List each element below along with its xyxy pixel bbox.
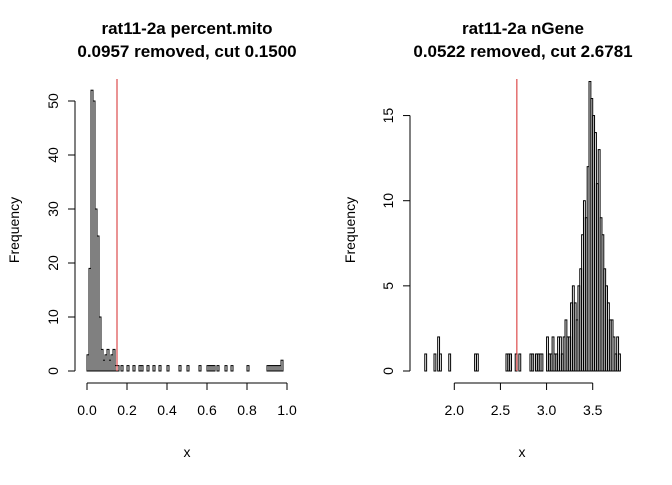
histogram-bar bbox=[166, 365, 170, 372]
y-axis: 0 5 10 15 bbox=[380, 108, 411, 375]
x-tick-label: 3.0 bbox=[537, 402, 557, 418]
y-axis-label: Frequency bbox=[6, 197, 22, 263]
x-tick-label: 0.4 bbox=[157, 402, 177, 418]
histogram-bar bbox=[475, 353, 479, 372]
histogram-bar bbox=[132, 365, 136, 372]
chart-title: rat11-2a percent.mito bbox=[101, 19, 272, 38]
histogram-bar bbox=[433, 353, 437, 372]
histogram-bar bbox=[509, 353, 513, 372]
x-axis-label: x bbox=[184, 444, 191, 460]
histogram-bar bbox=[531, 353, 535, 372]
histogram-bar bbox=[186, 365, 190, 372]
histogram-bar bbox=[230, 365, 234, 372]
x-tick-label: 0.2 bbox=[117, 402, 137, 418]
x-tick-label: 1.0 bbox=[277, 402, 297, 418]
histogram-bar bbox=[98, 316, 102, 372]
chart-subtitle: 0.0957 removed, cut 0.1500 bbox=[77, 42, 296, 61]
y-tick-label: 20 bbox=[45, 255, 61, 271]
histogram-bar bbox=[540, 353, 544, 372]
x-tick-label: 0.6 bbox=[197, 402, 217, 418]
histogram-bar bbox=[158, 365, 162, 372]
x-axis: 0.0 0.2 0.4 0.6 0.8 1.0 bbox=[77, 382, 297, 418]
histogram-bar bbox=[152, 365, 156, 372]
histogram-panel-percent-mito: rat11-2a percent.mito 0.0957 removed, cu… bbox=[6, 19, 297, 460]
y-tick-label: 5 bbox=[380, 282, 396, 290]
x-tick-label: 0.0 bbox=[77, 402, 97, 418]
y-tick-label: 10 bbox=[45, 309, 61, 325]
x-axis: 2.0 2.5 3.0 3.5 bbox=[445, 382, 603, 418]
chart-title: rat11-2a nGene bbox=[462, 19, 584, 38]
histogram-bar bbox=[246, 365, 250, 372]
histogram-bar bbox=[212, 365, 216, 372]
histogram-bar bbox=[618, 353, 621, 372]
histogram-bar bbox=[224, 365, 228, 372]
histogram-bars bbox=[86, 89, 284, 372]
y-tick-label: 30 bbox=[45, 201, 61, 217]
histogram-bar bbox=[198, 365, 202, 372]
histogram-bars bbox=[424, 81, 621, 372]
histogram-bar bbox=[280, 359, 284, 372]
histogram-bar bbox=[448, 353, 452, 372]
histogram-bar bbox=[439, 353, 442, 372]
histogram-bar bbox=[216, 365, 220, 372]
histogram-bar bbox=[120, 365, 124, 372]
x-tick-label: 2.5 bbox=[491, 402, 511, 418]
y-axis-label: Frequency bbox=[342, 197, 358, 263]
x-tick-label: 3.5 bbox=[583, 402, 603, 418]
histogram-bar bbox=[96, 235, 100, 372]
chart-subtitle: 0.0522 removed, cut 2.6781 bbox=[413, 42, 632, 61]
histogram-bar bbox=[140, 365, 144, 372]
histogram-bar bbox=[112, 348, 116, 372]
histogram-panel-ngene: rat11-2a nGene 0.0522 removed, cut 2.678… bbox=[342, 19, 633, 460]
y-tick-label: 40 bbox=[45, 147, 61, 163]
y-tick-label: 15 bbox=[380, 108, 396, 124]
histogram-bar bbox=[424, 353, 428, 372]
y-tick-label: 10 bbox=[380, 193, 396, 209]
x-axis-label: x bbox=[519, 444, 526, 460]
y-axis: 0 10 20 30 40 50 bbox=[45, 93, 76, 375]
histogram-bar bbox=[146, 365, 150, 372]
histogram-bar bbox=[126, 365, 130, 372]
histogram-bar bbox=[518, 353, 522, 372]
y-tick-label: 50 bbox=[45, 93, 61, 109]
y-tick-label: 0 bbox=[380, 367, 396, 375]
x-tick-label: 2.0 bbox=[445, 402, 465, 418]
y-tick-label: 0 bbox=[45, 367, 61, 375]
x-tick-label: 0.8 bbox=[237, 402, 257, 418]
histogram-bar bbox=[178, 365, 182, 372]
